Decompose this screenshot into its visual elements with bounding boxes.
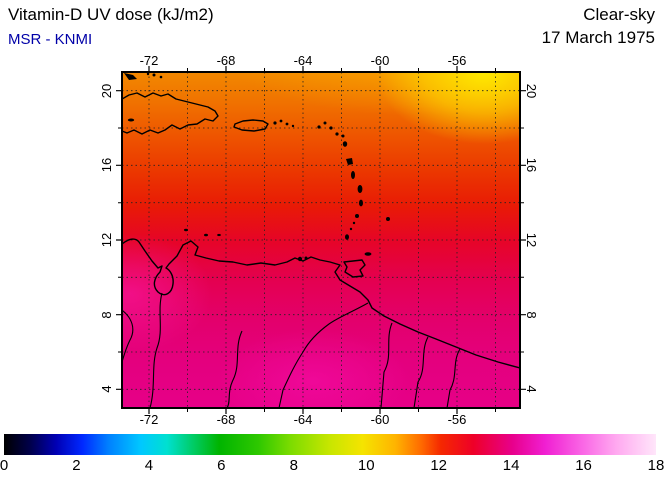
coastline-puerto-rico (233, 119, 269, 132)
coastline-trinidad (343, 259, 366, 278)
lat-tick-left: 20 (99, 83, 114, 99)
lon-tick-bottom: -60 (370, 412, 390, 427)
lat-tick-right: 12 (524, 232, 539, 248)
lat-tick-right: 20 (524, 83, 539, 99)
page-title: Vitamin-D UV dose (kJ/m2) (8, 5, 214, 24)
orinoco-river (278, 302, 369, 408)
lat-tick-left: 16 (99, 157, 114, 173)
colorbar-tick: 10 (357, 457, 375, 474)
axis-major-ticks (116, 66, 526, 414)
lon-tick-bottom: -72 (139, 412, 159, 427)
lon-tick-top: -64 (293, 53, 313, 68)
lon-tick-bottom: -68 (216, 412, 236, 427)
colorbar-tick: 4 (144, 457, 154, 474)
lat-tick-left: 8 (99, 311, 114, 319)
axis-minor-ticks (118, 68, 524, 412)
colorbar-tick: 0 (0, 457, 9, 474)
colorbar-tick: 18 (647, 457, 665, 474)
date-label: 17 March 1975 (541, 28, 655, 47)
lat-tick-right: 4 (524, 385, 539, 393)
lon-tick-top: -56 (447, 53, 467, 68)
sky-condition-label: Clear-sky (583, 5, 655, 24)
lon-tick-top: -68 (216, 53, 236, 68)
source-label: MSR - KNMI (8, 31, 93, 48)
river-border-lines (122, 292, 461, 408)
lon-tick-top: -60 (370, 53, 390, 68)
lon-tick-top: -72 (139, 53, 159, 68)
small-islands (124, 72, 390, 262)
colorbar-tick: 8 (289, 457, 298, 474)
coastline-south-america (122, 238, 520, 369)
colorbar-tick: 2 (72, 457, 81, 474)
colorbar-tick: 14 (502, 457, 520, 474)
colorbar-tick: 12 (430, 457, 448, 474)
colorbar-labels: 0 2 4 6 8 10 12 14 16 18 (0, 457, 664, 475)
coastline-hispaniola (122, 92, 219, 135)
lat-tick-left: 12 (99, 232, 114, 248)
lon-tick-bottom: -56 (447, 412, 467, 427)
lat-tick-left: 4 (99, 385, 114, 393)
lon-tick-bottom: -64 (293, 412, 313, 427)
colorbar-tick: 6 (217, 457, 226, 474)
map-frame (121, 71, 521, 409)
lat-tick-right: 16 (524, 157, 539, 173)
lat-tick-right: 8 (524, 311, 539, 319)
coastlines (122, 92, 520, 408)
map-plot (116, 66, 526, 414)
grid-lines (122, 72, 520, 408)
colorbar-tick: 16 (575, 457, 592, 474)
colorbar (4, 434, 656, 455)
